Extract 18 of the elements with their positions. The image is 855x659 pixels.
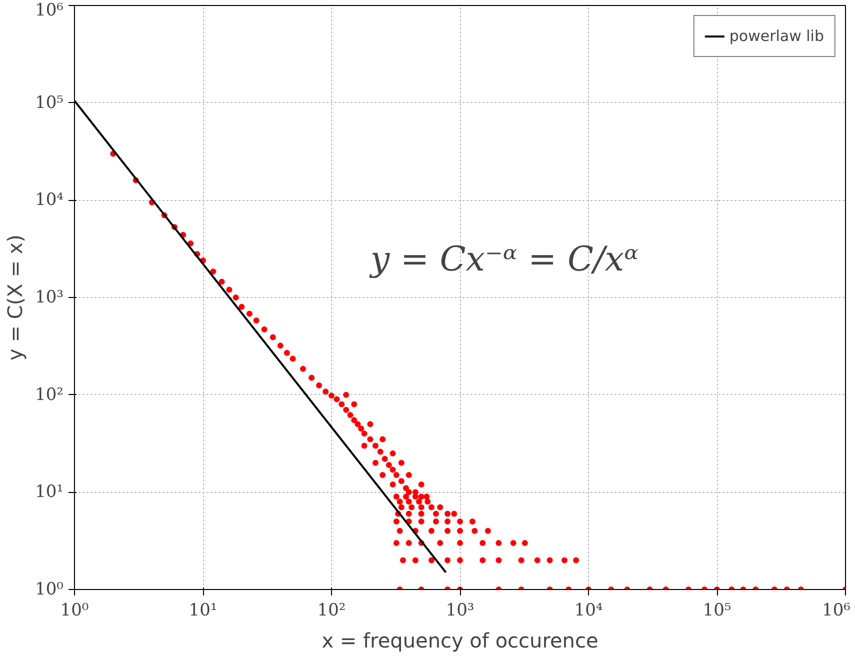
x-tick-label: 10⁵ xyxy=(702,600,732,620)
x-tick-label: 10⁴ xyxy=(574,600,603,620)
x-tick-label: 10³ xyxy=(446,600,474,620)
annotation: y = Cx⁻ᵅ = C/xᵅ xyxy=(368,240,640,280)
x-axis-title: x = frequency of occurence xyxy=(322,628,598,652)
x-tick-label: 10⁰ xyxy=(60,600,89,620)
y-tick-label: 10⁴ xyxy=(35,190,64,210)
x-tick-label: 10¹ xyxy=(188,600,218,620)
y-tick-label: 10² xyxy=(35,384,64,405)
x-tick-label: 10⁶ xyxy=(822,600,851,620)
y-tick-label: 10³ xyxy=(35,288,64,308)
y-tick-label: 10⁵ xyxy=(35,92,64,113)
y-tick-label: 10⁰ xyxy=(35,580,64,600)
legend-label: powerlaw lib xyxy=(729,27,824,45)
x-tick-label: 10² xyxy=(317,600,346,620)
y-tick-label: 10⁶ xyxy=(35,0,64,20)
y-axis-title: y = C(X = x) xyxy=(3,234,28,360)
y-tick-label: 10¹ xyxy=(35,482,64,502)
